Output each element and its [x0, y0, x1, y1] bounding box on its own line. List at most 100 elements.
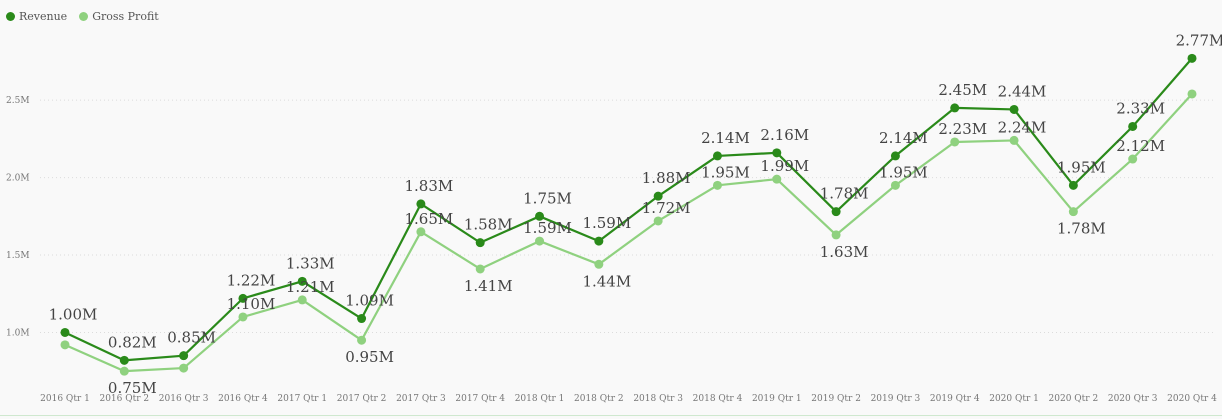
- x-tick-label: 2019 Qtr 1: [752, 394, 802, 404]
- gross-profit-data-label: 1.63M: [820, 243, 869, 261]
- revenue-point: [712, 151, 722, 161]
- revenue-data-label: 0.85M: [167, 329, 216, 347]
- revenue-legend-marker: [6, 12, 15, 21]
- gross-profit-point: [1128, 154, 1138, 164]
- revenue-data-label: 1.75M: [523, 189, 572, 207]
- x-tick-label: 2020 Qtr 3: [1108, 394, 1158, 404]
- x-tick-label: 2017 Qtr 2: [337, 394, 387, 404]
- gross-profit-data-label: 1.65M: [405, 210, 454, 228]
- gross-profit-point: [653, 216, 663, 226]
- x-tick-label: 2018 Qtr 3: [633, 394, 683, 404]
- revenue-data-label: 1.95M: [1057, 158, 1106, 176]
- revenue-data-label: 2.14M: [701, 129, 750, 147]
- gross-profit-data-label: 1.78M: [1057, 220, 1106, 238]
- chart-bottom-border: [0, 415, 1222, 416]
- revenue-point: [357, 314, 367, 324]
- gross-profit-point: [712, 180, 722, 190]
- gross-profit-point: [890, 180, 900, 190]
- revenue-data-label: 1.88M: [642, 169, 691, 187]
- gross-profit-data-label: 0.95M: [345, 348, 394, 366]
- x-tick-label: 2016 Qtr 1: [40, 394, 90, 404]
- x-tick-label: 2017 Qtr 3: [396, 394, 446, 404]
- revenue-data-label: 2.14M: [879, 129, 928, 147]
- gross-profit-data-label: 1.21M: [286, 278, 335, 296]
- y-tick-label: 2.0M: [6, 174, 30, 184]
- gross-profit-data-label: 2.24M: [998, 118, 1047, 136]
- revenue-point: [831, 207, 841, 217]
- revenue-point: [1187, 53, 1197, 63]
- gross-profit-point: [594, 259, 604, 269]
- x-tick-label: 2018 Qtr 4: [693, 394, 743, 404]
- revenue-point: [1009, 104, 1019, 114]
- revenue-data-label: 2.16M: [760, 126, 809, 144]
- revenue-data-label: 1.58M: [464, 216, 513, 234]
- y-tick-label: 1.5M: [6, 251, 30, 261]
- gross-profit-point: [119, 366, 129, 376]
- revenue-point: [950, 103, 960, 113]
- gross-profit-point: [475, 264, 485, 274]
- revenue-point: [1068, 180, 1078, 190]
- gross-profit-data-label: 1.99M: [760, 157, 809, 175]
- legend-item-gross-profit[interactable]: Gross Profit: [79, 10, 159, 23]
- revenue-point: [297, 276, 307, 286]
- x-tick-label: 2019 Qtr 2: [811, 394, 861, 404]
- gross-profit-point: [772, 174, 782, 184]
- revenue-point: [60, 327, 70, 337]
- gross-profit-data-label: 2.23M: [938, 120, 987, 138]
- revenue-point: [594, 236, 604, 246]
- x-tick-label: 2018 Qtr 1: [515, 394, 565, 404]
- gross-profit-data-label: 1.95M: [701, 163, 750, 181]
- revenue-point: [119, 355, 129, 365]
- gross-profit-point: [60, 340, 70, 350]
- revenue-data-label: 1.83M: [405, 177, 454, 195]
- gross-profit-data-label: 1.95M: [879, 163, 928, 181]
- revenue-data-label: 0.82M: [108, 333, 157, 351]
- revenue-data-label: 2.77M: [1176, 31, 1222, 49]
- y-tick-label: 1.0M: [6, 328, 30, 338]
- gross-profit-data-label: 2.12M: [1116, 137, 1165, 155]
- gross-profit-point: [535, 236, 545, 246]
- chart-legend: Revenue Gross Profit: [6, 10, 159, 23]
- gross-profit-data-label: 1.41M: [464, 277, 513, 295]
- revenue-data-label: 2.44M: [998, 82, 1047, 100]
- legend-label-gross-profit: Gross Profit: [92, 10, 159, 23]
- revenue-data-label: 2.45M: [938, 81, 987, 99]
- x-tick-label: 2020 Qtr 4: [1167, 394, 1217, 404]
- revenue-data-label: 1.59M: [582, 214, 631, 232]
- gross-profit-point: [297, 295, 307, 305]
- revenue-point: [1128, 121, 1138, 131]
- gross-profit-legend-marker: [79, 12, 89, 21]
- x-tick-label: 2019 Qtr 4: [930, 394, 980, 404]
- gross-profit-point: [179, 363, 189, 373]
- revenue-point: [416, 199, 426, 209]
- gross-profit-data-label: 0.75M: [108, 379, 157, 397]
- revenue-point: [653, 191, 663, 201]
- x-tick-label: 2019 Qtr 3: [871, 394, 921, 404]
- revenue-data-label: 1.78M: [820, 185, 869, 203]
- gross-profit-line: [64, 93, 1193, 373]
- revenue-data-label: 1.33M: [286, 254, 335, 272]
- revenue-point: [238, 293, 248, 303]
- revenue-point: [890, 151, 900, 161]
- gross-profit-point: [950, 137, 960, 147]
- gross-profit-data-label: 1.44M: [582, 272, 631, 290]
- revenue-point: [475, 238, 485, 248]
- x-tick-label: 2017 Qtr 4: [455, 394, 505, 404]
- gross-profit-point: [831, 230, 841, 240]
- gross-profit-point: [1187, 89, 1197, 99]
- y-tick-label: 2.5M: [6, 96, 30, 106]
- revenue-line: [64, 57, 1193, 362]
- x-tick-label: 2016 Qtr 4: [218, 394, 268, 404]
- revenue-data-label: 2.33M: [1116, 99, 1165, 117]
- x-tick-label: 2017 Qtr 1: [277, 394, 327, 404]
- gross-profit-point: [1009, 135, 1019, 145]
- x-tick-label: 2020 Qtr 1: [989, 394, 1039, 404]
- gross-profit-data-label: 1.59M: [523, 219, 572, 237]
- x-tick-label: 2016 Qtr 2: [99, 394, 149, 404]
- gross-profit-point: [1068, 207, 1078, 217]
- revenue-data-label: 1.00M: [49, 305, 98, 323]
- revenue-point: [772, 148, 782, 158]
- legend-item-revenue[interactable]: Revenue: [6, 10, 67, 23]
- gross-profit-point: [238, 312, 248, 322]
